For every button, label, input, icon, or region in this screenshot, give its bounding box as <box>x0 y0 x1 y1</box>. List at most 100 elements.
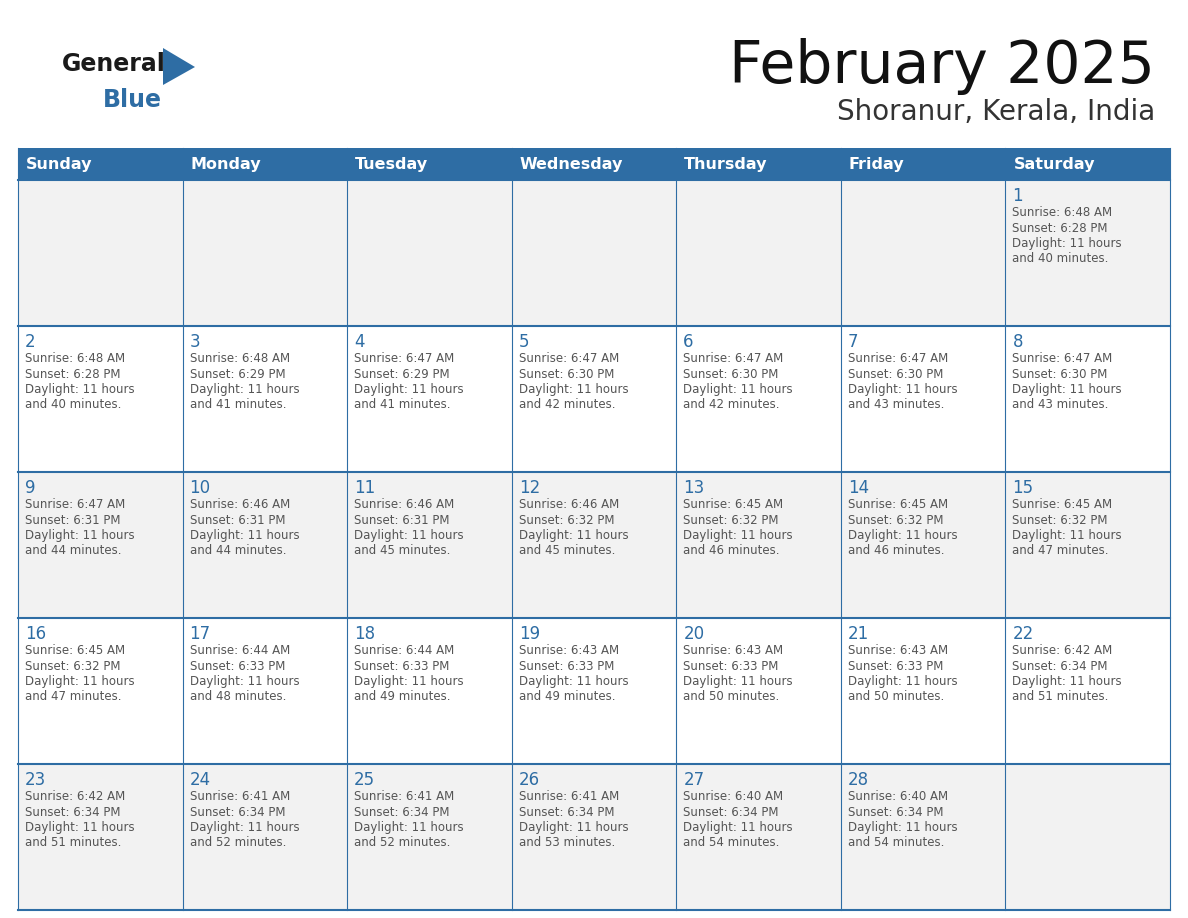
Text: Sunset: 6:34 PM: Sunset: 6:34 PM <box>25 805 120 819</box>
Text: 4: 4 <box>354 333 365 351</box>
Text: 21: 21 <box>848 625 870 643</box>
Text: and 50 minutes.: and 50 minutes. <box>683 690 779 703</box>
Text: Sunday: Sunday <box>26 156 93 172</box>
Text: Thursday: Thursday <box>684 156 767 172</box>
Text: Sunset: 6:34 PM: Sunset: 6:34 PM <box>354 805 449 819</box>
Text: Sunrise: 6:48 AM: Sunrise: 6:48 AM <box>190 352 290 365</box>
Text: and 42 minutes.: and 42 minutes. <box>683 398 779 411</box>
Text: 20: 20 <box>683 625 704 643</box>
Text: and 41 minutes.: and 41 minutes. <box>354 398 450 411</box>
Text: 15: 15 <box>1012 479 1034 497</box>
Text: 9: 9 <box>25 479 36 497</box>
Text: Blue: Blue <box>103 88 162 112</box>
Text: and 45 minutes.: and 45 minutes. <box>354 544 450 557</box>
Text: and 46 minutes.: and 46 minutes. <box>683 544 779 557</box>
Text: and 40 minutes.: and 40 minutes. <box>25 398 121 411</box>
Text: Sunset: 6:29 PM: Sunset: 6:29 PM <box>354 367 450 380</box>
Text: Wednesday: Wednesday <box>519 156 623 172</box>
Bar <box>18 180 1170 326</box>
Text: Daylight: 11 hours: Daylight: 11 hours <box>848 529 958 542</box>
Text: and 46 minutes.: and 46 minutes. <box>848 544 944 557</box>
Text: Daylight: 11 hours: Daylight: 11 hours <box>683 383 792 396</box>
Text: Sunrise: 6:43 AM: Sunrise: 6:43 AM <box>848 644 948 657</box>
Text: Sunset: 6:28 PM: Sunset: 6:28 PM <box>25 367 120 380</box>
Text: Sunset: 6:34 PM: Sunset: 6:34 PM <box>683 805 779 819</box>
Text: and 47 minutes.: and 47 minutes. <box>1012 544 1108 557</box>
Text: Sunrise: 6:42 AM: Sunrise: 6:42 AM <box>1012 644 1113 657</box>
Text: and 49 minutes.: and 49 minutes. <box>354 690 450 703</box>
Text: Daylight: 11 hours: Daylight: 11 hours <box>25 383 134 396</box>
Text: Daylight: 11 hours: Daylight: 11 hours <box>848 821 958 834</box>
Bar <box>512 148 676 180</box>
Text: Sunrise: 6:40 AM: Sunrise: 6:40 AM <box>683 790 783 803</box>
Text: and 43 minutes.: and 43 minutes. <box>1012 398 1108 411</box>
Text: 2: 2 <box>25 333 36 351</box>
Text: 12: 12 <box>519 479 541 497</box>
Text: Saturday: Saturday <box>1013 156 1095 172</box>
Text: and 44 minutes.: and 44 minutes. <box>25 544 121 557</box>
Text: General: General <box>62 52 166 76</box>
Text: Sunrise: 6:46 AM: Sunrise: 6:46 AM <box>190 498 290 511</box>
Text: Sunrise: 6:44 AM: Sunrise: 6:44 AM <box>190 644 290 657</box>
Text: Sunset: 6:32 PM: Sunset: 6:32 PM <box>25 659 120 673</box>
Text: Sunrise: 6:42 AM: Sunrise: 6:42 AM <box>25 790 125 803</box>
Text: Daylight: 11 hours: Daylight: 11 hours <box>519 675 628 688</box>
Text: 3: 3 <box>190 333 201 351</box>
Text: and 50 minutes.: and 50 minutes. <box>848 690 944 703</box>
Text: Daylight: 11 hours: Daylight: 11 hours <box>519 529 628 542</box>
Text: Sunset: 6:31 PM: Sunset: 6:31 PM <box>354 513 449 527</box>
Bar <box>676 148 841 180</box>
Text: Sunrise: 6:45 AM: Sunrise: 6:45 AM <box>848 498 948 511</box>
Text: Sunrise: 6:47 AM: Sunrise: 6:47 AM <box>683 352 784 365</box>
Text: 18: 18 <box>354 625 375 643</box>
Text: and 52 minutes.: and 52 minutes. <box>354 836 450 849</box>
Text: 23: 23 <box>25 771 46 789</box>
Text: and 54 minutes.: and 54 minutes. <box>683 836 779 849</box>
Text: Sunset: 6:33 PM: Sunset: 6:33 PM <box>354 659 449 673</box>
Text: Sunrise: 6:47 AM: Sunrise: 6:47 AM <box>25 498 125 511</box>
Text: and 43 minutes.: and 43 minutes. <box>848 398 944 411</box>
Text: 28: 28 <box>848 771 868 789</box>
Text: Sunrise: 6:45 AM: Sunrise: 6:45 AM <box>1012 498 1112 511</box>
Text: Sunrise: 6:41 AM: Sunrise: 6:41 AM <box>519 790 619 803</box>
Text: Daylight: 11 hours: Daylight: 11 hours <box>519 821 628 834</box>
Text: and 51 minutes.: and 51 minutes. <box>25 836 121 849</box>
Text: Daylight: 11 hours: Daylight: 11 hours <box>25 675 134 688</box>
Text: Sunset: 6:31 PM: Sunset: 6:31 PM <box>190 513 285 527</box>
Text: 1: 1 <box>1012 187 1023 205</box>
Text: Sunrise: 6:47 AM: Sunrise: 6:47 AM <box>848 352 948 365</box>
Text: Daylight: 11 hours: Daylight: 11 hours <box>848 675 958 688</box>
Text: Shoranur, Kerala, India: Shoranur, Kerala, India <box>836 98 1155 126</box>
Text: and 42 minutes.: and 42 minutes. <box>519 398 615 411</box>
Text: Daylight: 11 hours: Daylight: 11 hours <box>354 529 463 542</box>
Text: Tuesday: Tuesday <box>355 156 428 172</box>
Text: 7: 7 <box>848 333 859 351</box>
Text: Friday: Friday <box>849 156 904 172</box>
Text: Sunset: 6:29 PM: Sunset: 6:29 PM <box>190 367 285 380</box>
Text: 19: 19 <box>519 625 539 643</box>
Text: Daylight: 11 hours: Daylight: 11 hours <box>25 821 134 834</box>
Text: 10: 10 <box>190 479 210 497</box>
Text: 6: 6 <box>683 333 694 351</box>
Text: Sunset: 6:30 PM: Sunset: 6:30 PM <box>683 367 778 380</box>
Text: Sunset: 6:30 PM: Sunset: 6:30 PM <box>1012 367 1107 380</box>
Text: Daylight: 11 hours: Daylight: 11 hours <box>190 529 299 542</box>
Text: Sunrise: 6:45 AM: Sunrise: 6:45 AM <box>25 644 125 657</box>
Bar <box>347 148 512 180</box>
Text: 25: 25 <box>354 771 375 789</box>
Text: Sunset: 6:34 PM: Sunset: 6:34 PM <box>848 805 943 819</box>
Text: and 49 minutes.: and 49 minutes. <box>519 690 615 703</box>
Bar <box>18 764 1170 910</box>
Text: 13: 13 <box>683 479 704 497</box>
Text: Sunset: 6:30 PM: Sunset: 6:30 PM <box>848 367 943 380</box>
Text: Sunrise: 6:45 AM: Sunrise: 6:45 AM <box>683 498 783 511</box>
Text: 14: 14 <box>848 479 868 497</box>
Bar <box>841 148 1005 180</box>
Text: and 44 minutes.: and 44 minutes. <box>190 544 286 557</box>
Text: 22: 22 <box>1012 625 1034 643</box>
Text: Sunset: 6:28 PM: Sunset: 6:28 PM <box>1012 221 1108 234</box>
Text: Sunrise: 6:43 AM: Sunrise: 6:43 AM <box>683 644 783 657</box>
Text: Sunset: 6:32 PM: Sunset: 6:32 PM <box>848 513 943 527</box>
Text: Daylight: 11 hours: Daylight: 11 hours <box>190 821 299 834</box>
Text: Daylight: 11 hours: Daylight: 11 hours <box>190 675 299 688</box>
